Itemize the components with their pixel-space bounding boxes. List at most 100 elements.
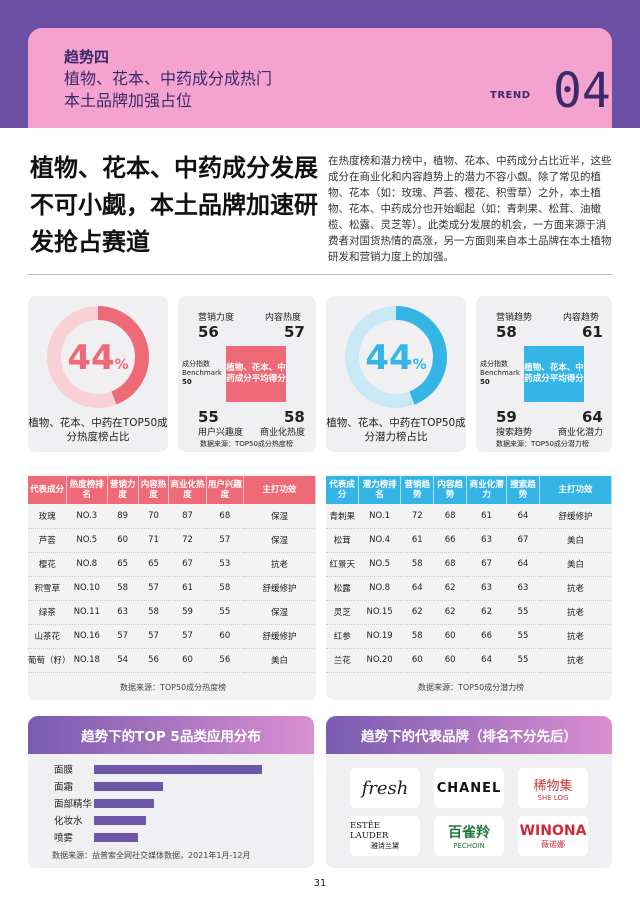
- table-cell: NO.3: [66, 504, 108, 529]
- bar: [94, 816, 147, 825]
- table-cell: 63: [466, 528, 507, 553]
- right-table-source: 数据来源：TOP50成分潜力榜: [418, 683, 525, 692]
- table-cell: 绿茶: [28, 600, 67, 625]
- left-metric-tl-label: 营销力度: [198, 313, 235, 323]
- table-cell: 美白: [243, 648, 316, 673]
- table-header-row: 代表成分 热度榜排名 营销力度 内容热度 商业化热度 用户兴趣度 主打功效: [28, 476, 316, 504]
- left-donut-chart: [47, 306, 149, 408]
- table-cell: 62: [433, 600, 467, 625]
- table-cell: 60: [400, 648, 434, 673]
- brand-logo-chanel: CHANEL: [434, 768, 504, 808]
- table-row: 灵芝 NO.15 62 62 62 55 抗老: [326, 600, 612, 625]
- table-cell: 57: [138, 576, 169, 601]
- column-header: 商业化潜力: [466, 476, 508, 504]
- header-card: 趋势四 植物、花本、中药成分成热门 本土品牌加强占位 TREND 04: [28, 28, 612, 128]
- right-metric-tl-value: 58: [496, 323, 517, 341]
- column-header: 热度榜排名: [66, 476, 108, 504]
- table-cell: NO.8: [66, 552, 108, 577]
- column-header: 用户兴趣度: [206, 476, 245, 504]
- table-cell: 70: [138, 504, 169, 529]
- table-cell: 64: [466, 648, 507, 673]
- lead-body: 在热度榜和潜力榜中，植物、花本、中药成分占比近半，这些成分在商业化和内容趋势上的…: [328, 155, 612, 263]
- table-cell: 美白: [539, 552, 612, 577]
- right-donut-caption: 植物、花本、中药在TOP50成分潜力榜占比: [326, 417, 466, 443]
- table-cell: 玫瑰: [28, 504, 67, 529]
- right-metric-tr-label: 内容趋势: [563, 313, 600, 323]
- table-cell: 61: [466, 504, 507, 529]
- table-cell: 68: [206, 504, 244, 529]
- column-header: 主打功效: [243, 476, 316, 504]
- right-donut-arc: [345, 306, 447, 408]
- table-cell: 抗老: [539, 648, 612, 673]
- left-benchmark: 成分指数 Benchmark 50: [182, 360, 226, 387]
- trend-title: 植物、花本、中药成分成热门 本土品牌加强占位: [64, 68, 272, 112]
- table-cell: 樱花: [28, 552, 67, 577]
- table-cell: 58: [138, 600, 169, 625]
- table-cell: 舒缓修护: [243, 624, 316, 649]
- lead-title: 植物、花本、中药成分发展不可小觑，本土品牌加速研发抢占赛道: [30, 154, 318, 256]
- brands-banner: 趋势下的代表品牌（排名不分先后）: [326, 716, 612, 754]
- left-donut-number: 44: [67, 338, 115, 378]
- table-cell: 57: [107, 624, 139, 649]
- right-metrics-panel: 营销趋势 58 内容趋势 61 成分指数 Benchmark 50 植物、花本、中…: [476, 296, 612, 452]
- column-header: 营销趋势: [400, 476, 435, 504]
- column-header: 主打功效: [539, 476, 612, 504]
- brand-sub: SHE LOG: [537, 793, 569, 802]
- right-benchmark: 成分指数 Benchmark 50: [480, 360, 524, 387]
- table-cell: 55: [506, 600, 540, 625]
- table-row: 山茶花 NO.16 57 57 57 60 舒缓修护: [28, 624, 316, 649]
- trend-number: 04: [553, 63, 611, 119]
- table-cell: 松露: [326, 576, 359, 601]
- table-cell: 66: [466, 624, 507, 649]
- table-cell: 63: [107, 600, 139, 625]
- top5-source: 数据来源：益普索全网社交媒体数据，2021年1月-12月: [52, 851, 251, 860]
- table-cell: 抗老: [539, 624, 612, 649]
- bar-label: 面膜: [54, 765, 74, 776]
- table-cell: 兰花: [326, 648, 359, 673]
- brand-logo-winona: WINONA 薇诺娜: [518, 816, 588, 856]
- potential-ranking-table: 代表成分 潜力榜排名 营销趋势 内容趋势 商业化潜力 搜索趋势 主打功效 青刺果 NO.1 72…: [326, 476, 612, 673]
- table-body: 青刺果 NO.1 72 68 61 64 舒缓修护 松茸 NO.4 61 66 63 67 美白 红景天 NO…: [326, 504, 612, 673]
- table-cell: 60: [107, 528, 139, 553]
- brand-name: 百雀羚: [448, 825, 490, 841]
- column-header: 内容热度: [138, 476, 170, 504]
- table-cell: 55: [506, 624, 540, 649]
- table-cell: 58: [400, 624, 434, 649]
- left-metric-bl-label: 用户兴趣度: [198, 428, 244, 438]
- left-metric-bl-value: 55: [198, 408, 219, 426]
- table-cell: 72: [400, 504, 434, 529]
- table-cell: 抗老: [243, 552, 316, 577]
- table-cell: 抗老: [539, 576, 612, 601]
- left-donut-value: 44%: [28, 338, 168, 378]
- bar-label: 喷雾: [54, 833, 74, 844]
- column-header: 潜力榜排名: [358, 476, 402, 504]
- table-cell: 63: [506, 576, 540, 601]
- table-cell: 71: [138, 528, 169, 553]
- table-cell: 58: [206, 576, 244, 601]
- table-cell: 67: [506, 528, 540, 553]
- table-header-row: 代表成分 潜力榜排名 营销趋势 内容趋势 商业化潜力 搜索趋势 主打功效: [326, 476, 612, 504]
- brand-sub: 雅诗兰黛: [371, 842, 399, 850]
- table-cell: 57: [138, 624, 169, 649]
- table-cell: 芦荟: [28, 528, 67, 553]
- bar-label: 化妆水: [54, 816, 83, 827]
- table-body: 玫瑰 NO.3 89 70 87 68 保湿 芦荟 NO.5 60 71 72 57 保湿 樱花 NO.8 65…: [28, 504, 316, 673]
- table-cell: 59: [168, 600, 207, 625]
- right-metric-bl-value: 59: [496, 408, 517, 426]
- right-benchmark-value: 50: [480, 378, 490, 386]
- right-donut-chart: [345, 306, 447, 408]
- table-cell: 60: [433, 648, 467, 673]
- table-cell: 54: [107, 648, 139, 673]
- left-average-tag: 植物、花本、中药成分平均得分: [226, 346, 286, 402]
- bar: [94, 833, 138, 842]
- right-benchmark-label: 成分指数 Benchmark: [480, 360, 520, 377]
- column-header: 营销力度: [107, 476, 139, 504]
- table-cell: 57: [206, 528, 244, 553]
- table-cell: NO.5: [66, 528, 108, 553]
- brand-sub: PECHOIN: [453, 842, 485, 850]
- right-metrics-source: 数据来源：TOP50成分潜力榜: [496, 440, 589, 448]
- table-cell: 55: [206, 600, 244, 625]
- table-row: 青刺果 NO.1 72 68 61 64 舒缓修护: [326, 504, 612, 529]
- table-cell: 红参: [326, 624, 359, 649]
- table-cell: NO.4: [358, 528, 401, 553]
